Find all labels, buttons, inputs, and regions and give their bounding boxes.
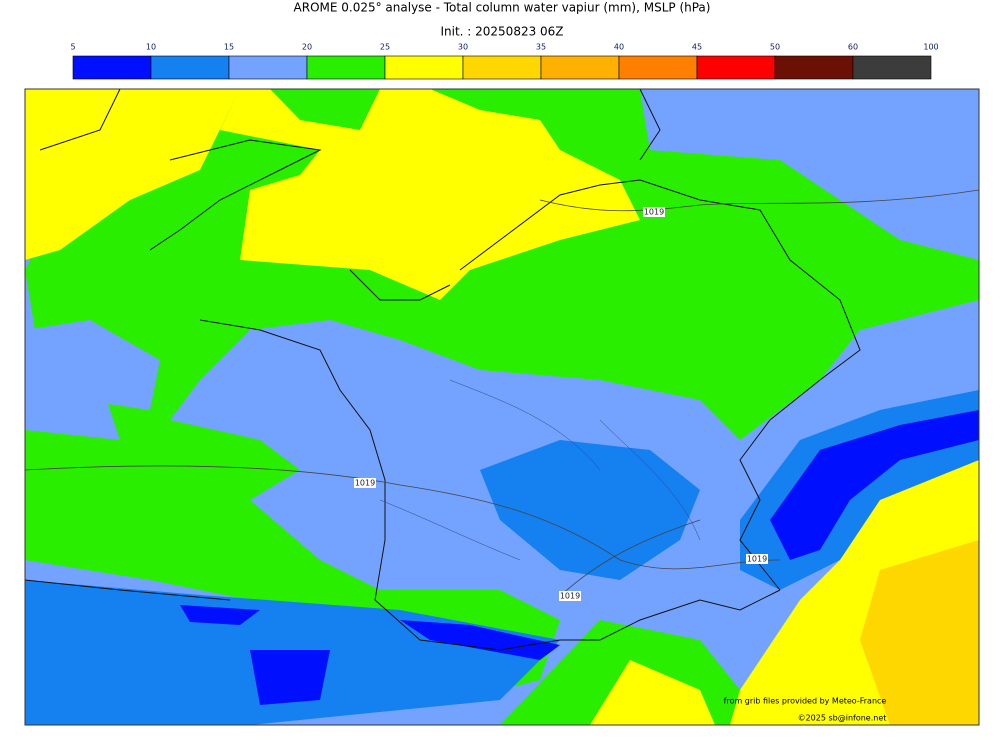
border [639, 179, 861, 591]
isobar-label-bg [643, 207, 665, 217]
colorbar-segment [696, 55, 776, 80]
colorbar-tick-label: 5 [70, 43, 75, 52]
isobar-label: 1019 [560, 592, 580, 601]
field [25, 320, 160, 410]
isobar-label-bg [354, 478, 376, 488]
field [180, 605, 560, 705]
isobar-label: 1019 [747, 555, 767, 564]
field [770, 410, 979, 560]
isobar-label-bg [746, 554, 768, 564]
coastline [25, 89, 781, 651]
colorbar-tick-label: 45 [692, 43, 702, 52]
colorbar-segment [852, 55, 932, 80]
colorbar-tick-label: 20 [302, 43, 312, 52]
isobar [25, 189, 979, 597]
colorbar-segment [618, 55, 698, 80]
field [480, 440, 700, 580]
credit: from grib files provided by Meteo-France [724, 697, 887, 706]
credit: ©2025 sb@infone.net [798, 714, 887, 723]
river [379, 379, 701, 561]
colorbar-segment [228, 55, 308, 80]
subtitle: Init. : 20250823 06Z [440, 25, 563, 39]
colorbar-tick-label: 30 [458, 43, 468, 52]
colorbar-tick-label: 15 [224, 43, 234, 52]
colorbar-tick-label: 100 [923, 43, 938, 52]
colorbar-segment [72, 55, 152, 80]
colorbar-tick-label: 10 [146, 43, 156, 52]
colorbar-tick-label: 25 [380, 43, 390, 52]
colorbar-tick-label: 60 [848, 43, 858, 52]
colorbar-tick-label: 50 [770, 43, 780, 52]
colorbar-tick-label: 35 [536, 43, 546, 52]
title: AROME 0.025° analyse - Total column wate… [294, 1, 711, 15]
field [640, 89, 979, 260]
field [860, 540, 979, 725]
colorbar-tick-label: 40 [614, 43, 624, 52]
isobar-labels: 1019 1019 1019 1019 [354, 207, 768, 601]
colorbar-segment [462, 55, 542, 80]
field [25, 89, 640, 300]
isobar-label: 1019 [355, 479, 375, 488]
colorbar-segment [150, 55, 230, 80]
colorbar-segment [774, 55, 854, 80]
colorbar-segment [306, 55, 386, 80]
map: 1019 1019 1019 1019 [25, 89, 979, 725]
colorbar-segment [540, 55, 620, 80]
colorbar-segment [384, 55, 464, 80]
isobar-label: 1019 [644, 208, 664, 217]
map-frame [24, 88, 980, 726]
colorbar: 5 10 15 20 25 30 35 40 45 50 60 100 [70, 43, 939, 80]
field [590, 660, 715, 725]
isobar-label-bg [559, 591, 581, 601]
